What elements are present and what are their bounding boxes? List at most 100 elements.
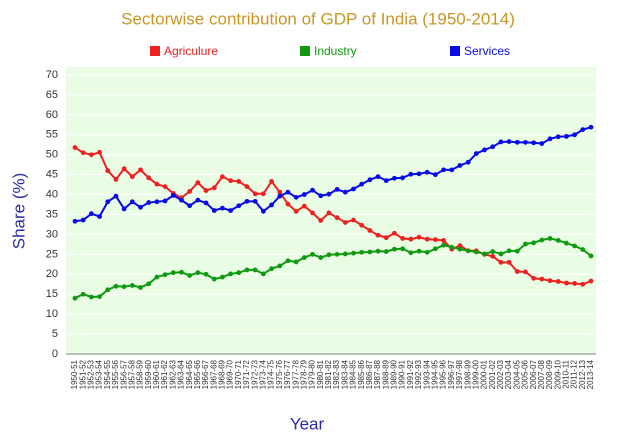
data-point <box>154 181 160 187</box>
data-point <box>285 201 291 207</box>
data-point <box>260 271 266 277</box>
legend-label: Industry <box>314 44 357 58</box>
data-point <box>326 252 332 258</box>
data-point <box>260 208 266 214</box>
data-point <box>301 192 307 197</box>
data-point <box>293 194 299 200</box>
data-point <box>252 267 258 273</box>
data-point <box>310 251 315 257</box>
data-point <box>383 178 389 184</box>
data-point <box>539 276 545 282</box>
data-point <box>162 272 168 278</box>
data-point <box>211 276 217 282</box>
data-point <box>236 270 242 276</box>
data-point <box>383 249 389 254</box>
data-point <box>269 202 274 208</box>
series-line <box>74 237 592 300</box>
data-point <box>244 198 250 204</box>
data-point <box>465 248 471 254</box>
data-point <box>359 181 365 187</box>
data-point <box>342 189 348 195</box>
data-point <box>113 193 119 199</box>
data-point <box>334 251 340 257</box>
data-point <box>318 218 324 223</box>
x-tick-label: 1957-58 <box>127 359 136 389</box>
x-tick-label: 1952-53 <box>86 359 95 389</box>
data-point <box>572 281 578 286</box>
data-point <box>154 274 160 280</box>
data-point <box>539 237 545 243</box>
data-point <box>195 270 201 276</box>
data-point <box>228 271 234 277</box>
y-tick-label: 30 <box>46 228 58 240</box>
data-point <box>531 240 537 246</box>
data-point <box>498 251 504 257</box>
x-tick-label: 2001-02 <box>488 359 497 389</box>
data-point <box>170 192 176 198</box>
data-point <box>408 171 414 177</box>
x-tick-label: 1976-77 <box>283 359 292 389</box>
data-point <box>351 186 356 192</box>
data-point <box>367 249 373 255</box>
data-point <box>326 191 332 197</box>
data-point <box>408 236 414 242</box>
data-point <box>416 248 422 254</box>
x-tick-label: 1968-69 <box>218 359 227 389</box>
data-point <box>113 177 119 182</box>
x-tick-label: 1979-80 <box>308 359 317 389</box>
data-point <box>424 249 430 255</box>
x-tick-label: 2000-01 <box>480 359 489 389</box>
data-point <box>203 271 209 277</box>
data-point <box>129 199 135 205</box>
data-point <box>416 171 422 177</box>
y-tick-label: 45 <box>46 169 58 181</box>
x-tick-label: 2004-05 <box>512 359 521 389</box>
data-point <box>564 133 569 139</box>
y-tick-label: 0 <box>52 348 58 360</box>
data-point <box>121 206 127 212</box>
data-point <box>441 242 446 248</box>
data-point <box>260 191 266 197</box>
data-point <box>375 248 381 254</box>
x-tick-label: 2008-09 <box>545 359 554 389</box>
data-point <box>72 295 78 301</box>
data-point <box>555 279 561 284</box>
data-point <box>129 283 135 288</box>
data-point <box>351 250 356 256</box>
data-point <box>555 238 561 243</box>
data-point <box>277 189 283 195</box>
data-point <box>72 218 78 224</box>
x-tick-label: 1950-51 <box>70 359 79 389</box>
x-tick-label: 1999-00 <box>471 359 480 389</box>
data-point <box>301 203 307 209</box>
data-point <box>424 169 430 175</box>
x-tick-label: 1985-86 <box>357 359 366 389</box>
data-point <box>138 204 143 210</box>
data-point <box>408 250 414 256</box>
data-point <box>392 230 397 236</box>
x-tick-label: 1992-93 <box>414 359 423 389</box>
data-point <box>441 167 446 173</box>
series-line <box>74 126 592 223</box>
legend-label: Agriculure <box>164 44 218 58</box>
x-tick-label: 1954-55 <box>103 359 112 389</box>
data-point <box>342 251 348 257</box>
data-point <box>97 294 102 300</box>
x-tick-label: 1983-84 <box>340 359 349 389</box>
data-point <box>72 145 78 150</box>
x-tick-label: 1963-64 <box>177 359 186 389</box>
data-point <box>121 284 127 290</box>
data-point <box>539 141 545 146</box>
data-point <box>441 238 446 243</box>
data-point <box>482 147 487 153</box>
y-axis-label: Share (%) <box>9 173 28 250</box>
data-point <box>342 220 348 225</box>
x-tick-label: 1987-88 <box>373 359 382 389</box>
data-point <box>514 269 520 274</box>
data-point <box>367 177 373 183</box>
data-point <box>285 258 291 264</box>
data-point <box>187 188 193 194</box>
x-tick-label: 1965-66 <box>193 359 202 389</box>
data-point <box>457 246 463 252</box>
data-point <box>416 234 422 240</box>
